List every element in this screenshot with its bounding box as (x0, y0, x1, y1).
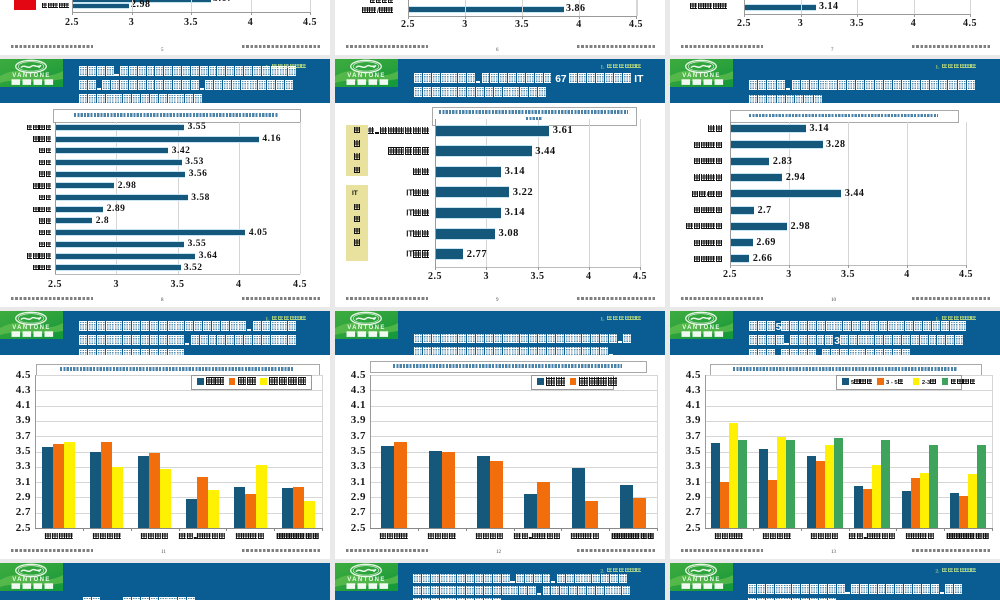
svg-text:VANTONE: VANTONE (12, 73, 51, 79)
svg-text:VANTONE: VANTONE (347, 577, 386, 583)
svg-text:VANTONE: VANTONE (682, 325, 721, 331)
svg-text:VANTONE: VANTONE (347, 325, 386, 331)
svg-text:VANTONE: VANTONE (682, 577, 721, 583)
svg-text:VANTONE: VANTONE (682, 73, 721, 79)
svg-text:VANTONE: VANTONE (12, 325, 51, 331)
svg-text:VANTONE: VANTONE (12, 577, 51, 583)
svg-text:VANTONE: VANTONE (347, 73, 386, 79)
